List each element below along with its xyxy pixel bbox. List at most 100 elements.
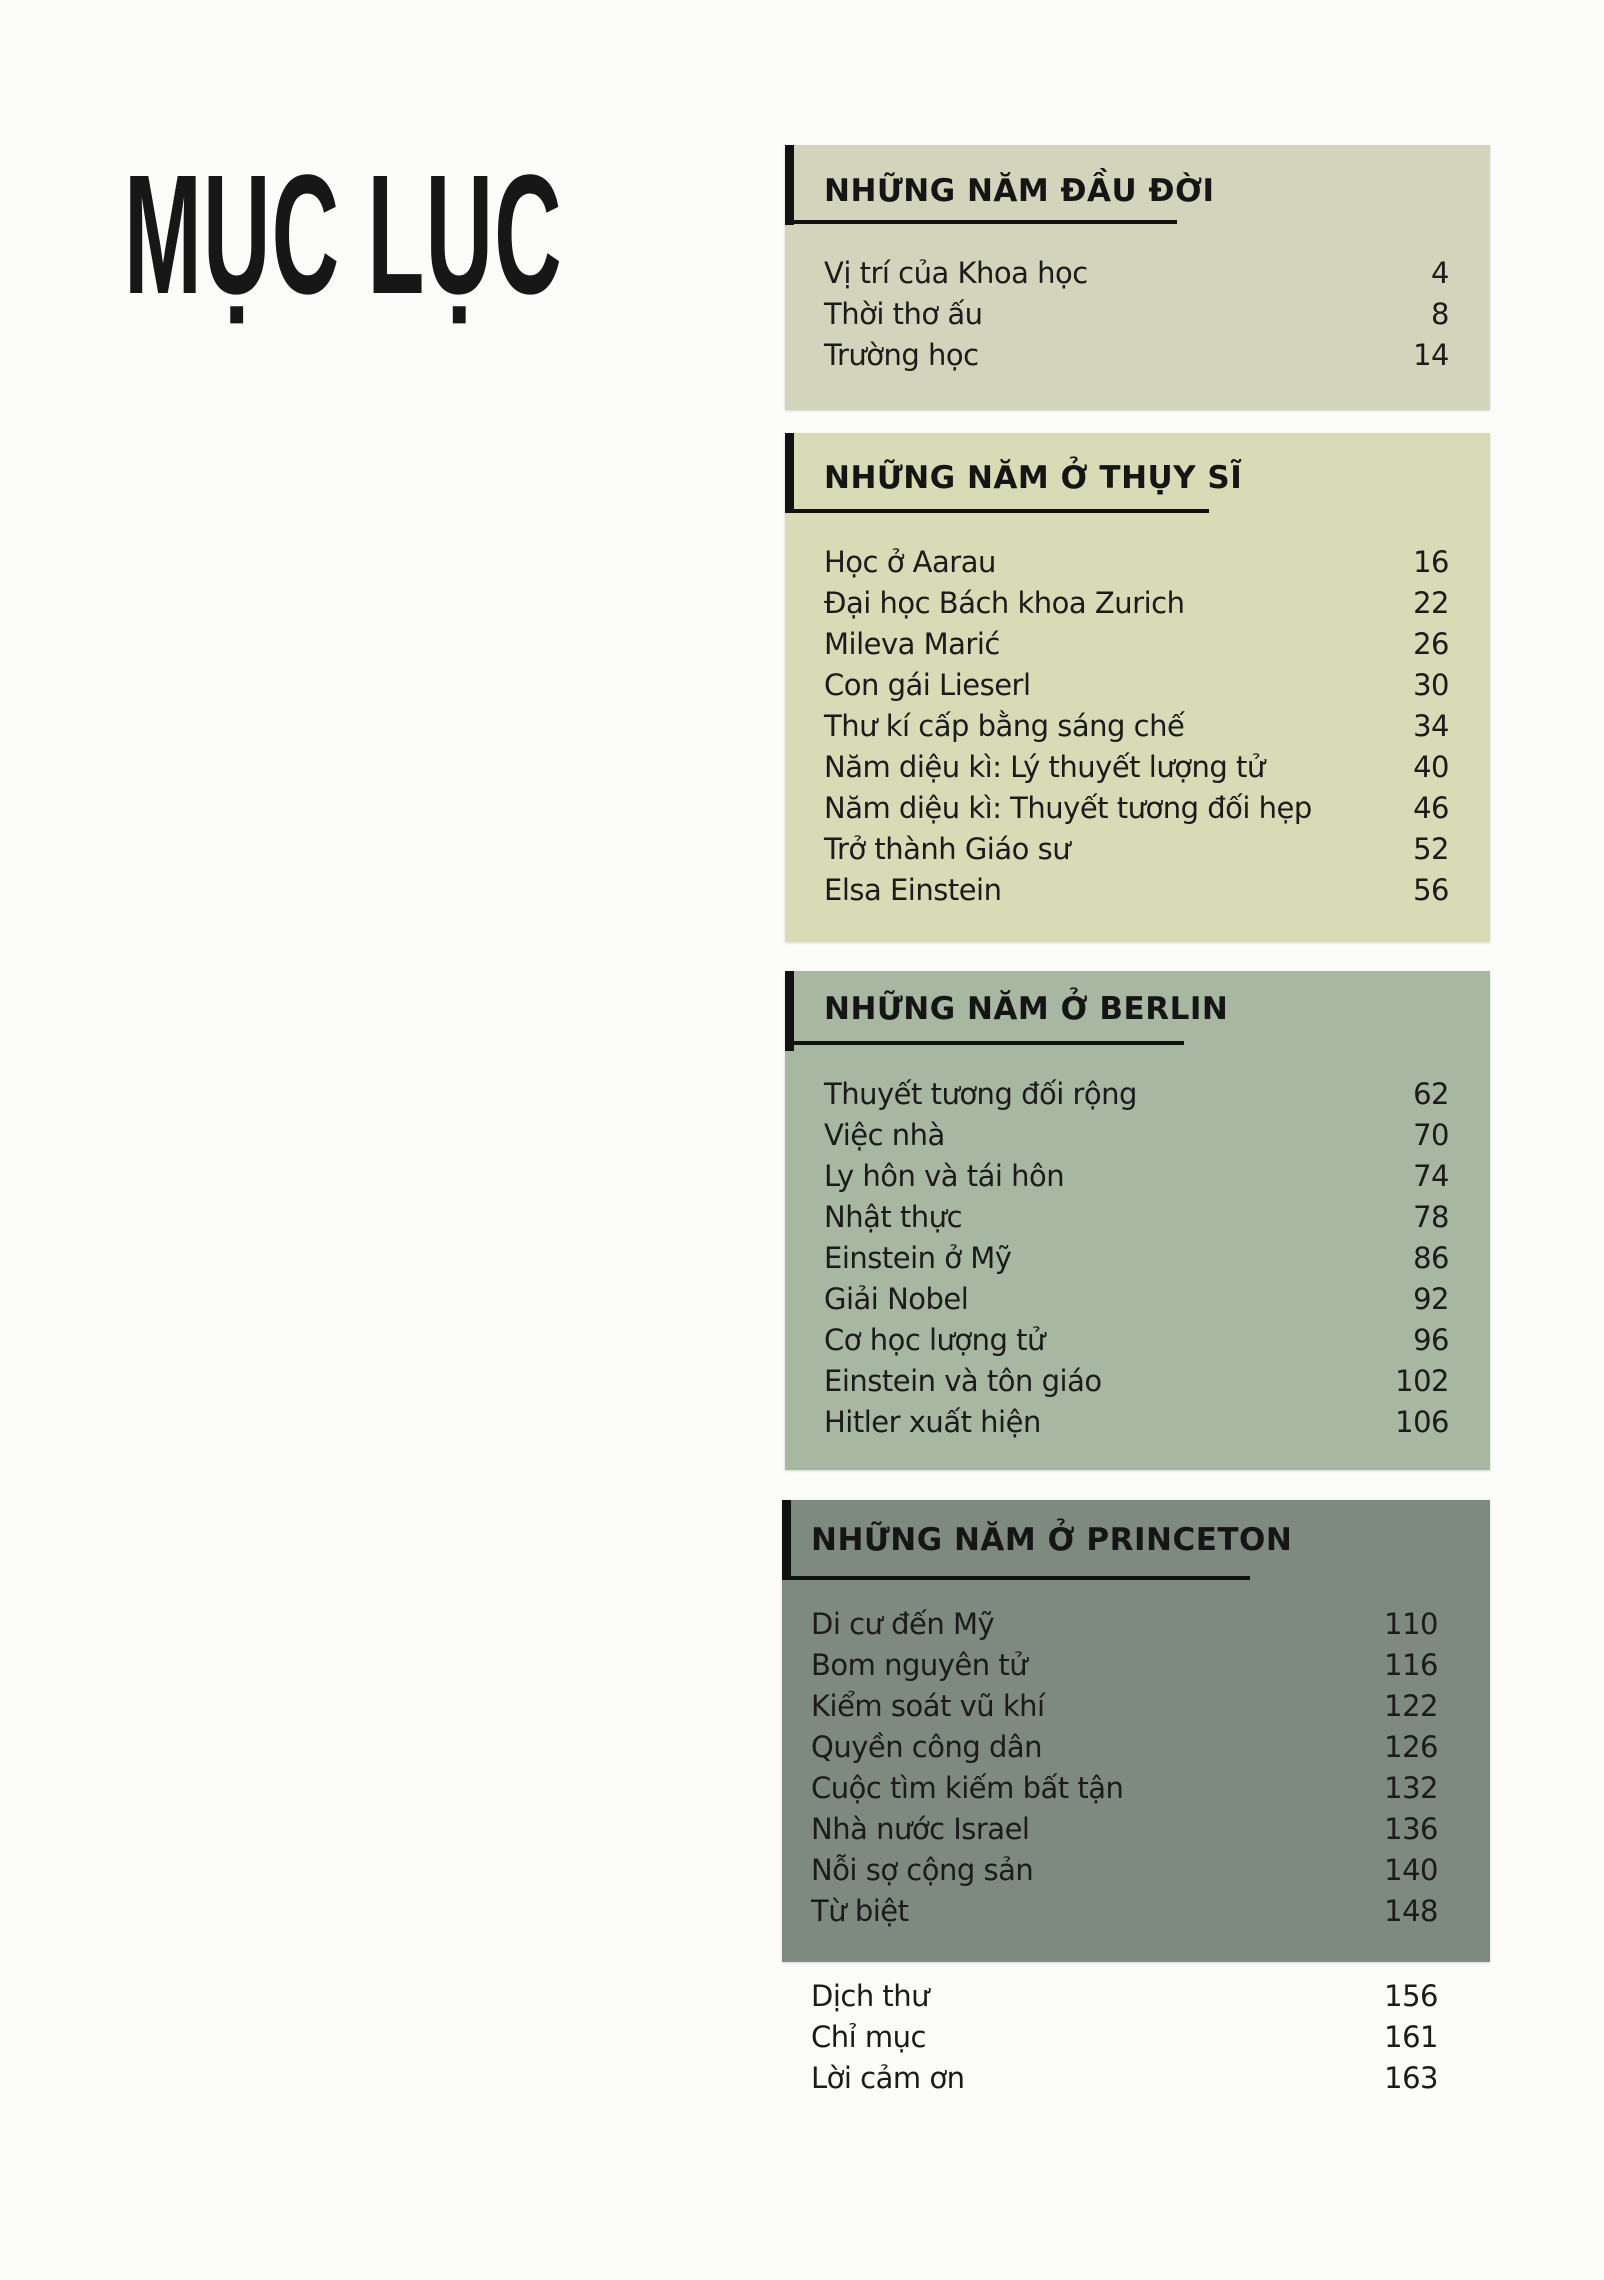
entry-title: Năm diệu kì: Thuyết tương đối hẹp [824,791,1312,825]
entry-page-number: 126 [1384,1730,1438,1764]
section-early-years: NHỮNG NĂM ĐẦU ĐỜI Vị trí của Khoa học 4 Th… [785,145,1490,410]
entry-title: Ly hôn và tái hôn [824,1159,1065,1193]
toc-entry[interactable]: Hitler xuất hiện 106 [824,1402,1449,1443]
toc-entry[interactable]: Einstein và tôn giáo 102 [824,1361,1449,1402]
toc-entry[interactable]: Dịch thư 156 [811,1976,1438,2017]
toc-entry[interactable]: Ly hôn và tái hôn 74 [824,1156,1449,1197]
entry-page-number: 110 [1384,1607,1438,1641]
section-items: Thuyết tương đối rộng 62 Việc nhà 70 Ly hôn … [824,1074,1449,1443]
section-berlin: NHỮNG NĂM Ở BERLIN Thuyết tương đối rộng… [785,971,1490,1470]
entry-title: Học ở Aarau [824,545,996,579]
toc-entry[interactable]: Elsa Einstein 56 [824,870,1449,911]
section-bar [785,433,794,513]
section-heading: NHỮNG NĂM Ở BERLIN [824,991,1229,1027]
toc-entry[interactable]: Thuyết tương đối rộng 62 [824,1074,1449,1115]
entry-title: Quyền công dân [811,1730,1043,1764]
entry-title: Thời thơ ấu [824,297,983,331]
toc-entry[interactable]: Trở thành Giáo sư 52 [824,829,1449,870]
section-bar [785,971,794,1051]
entry-page-number: 163 [1384,2061,1438,2095]
entry-title: Cuộc tìm kiếm bất tận [811,1771,1124,1805]
toc-entry[interactable]: Giải Nobel 92 [824,1279,1449,1320]
heading-rule [785,1041,1184,1045]
heading-rule [785,220,1177,224]
entry-page-number: 8 [1431,297,1449,331]
entry-page-number: 122 [1384,1689,1438,1723]
entry-title: Lời cảm ơn [811,2061,965,2095]
entry-page-number: 86 [1413,1241,1449,1275]
toc-entry[interactable]: Việc nhà 70 [824,1115,1449,1156]
heading-rule [785,509,1209,513]
section-princeton: NHỮNG NĂM Ở PRINCETON Di cư đến Mỹ 110 Bom… [782,1500,1490,1962]
back-matter-list: Dịch thư 156 Chỉ mục 161 Lời cảm ơn 163 [811,1976,1438,2099]
section-heading: NHỮNG NĂM ĐẦU ĐỜI [824,173,1215,209]
toc-entry[interactable]: Nỗi sợ cộng sản 140 [811,1850,1438,1891]
entry-page-number: 116 [1384,1648,1438,1682]
toc-entry[interactable]: Bom nguyên tử 116 [811,1645,1438,1686]
toc-entry[interactable]: Thư kí cấp bằng sáng chế 34 [824,706,1449,747]
entry-title: Cơ học lượng tử [824,1323,1045,1357]
toc-entry[interactable]: Cơ học lượng tử 96 [824,1320,1449,1361]
toc-entry[interactable]: Con gái Lieserl 30 [824,665,1449,706]
entry-title: Con gái Lieserl [824,668,1031,702]
toc-entry[interactable]: Vị trí của Khoa học 4 [824,253,1449,294]
entry-page-number: 22 [1413,586,1449,620]
toc-entry[interactable]: Học ở Aarau 16 [824,542,1449,583]
section-items: Di cư đến Mỹ 110 Bom nguyên tử 116 Kiểm soát… [811,1604,1438,1932]
entry-title: Dịch thư [811,1979,930,2013]
entry-page-number: 96 [1413,1323,1449,1357]
toc-entry[interactable]: Cuộc tìm kiếm bất tận 132 [811,1768,1438,1809]
entry-page-number: 62 [1413,1077,1449,1111]
entry-page-number: 30 [1413,668,1449,702]
entry-page-number: 52 [1413,832,1449,866]
entry-page-number: 74 [1413,1159,1449,1193]
entry-title: Thư kí cấp bằng sáng chế [824,709,1185,743]
entry-title: Chỉ mục [811,2020,926,2054]
entry-page-number: 132 [1384,1771,1438,1805]
toc-entry[interactable]: Nhật thực 78 [824,1197,1449,1238]
entry-page-number: 140 [1384,1853,1438,1887]
section-heading: NHỮNG NĂM Ở PRINCETON [811,1522,1293,1558]
entry-page-number: 16 [1413,545,1449,579]
toc-entry[interactable]: Kiểm soát vũ khí 122 [811,1686,1438,1727]
entry-page-number: 106 [1395,1405,1449,1439]
entry-page-number: 136 [1384,1812,1438,1846]
toc-entry[interactable]: Mileva Marić 26 [824,624,1449,665]
toc-entry[interactable]: Chỉ mục 161 [811,2017,1438,2058]
entry-page-number: 26 [1413,627,1449,661]
entry-title: Việc nhà [824,1118,945,1152]
toc-entry[interactable]: Trường học 14 [824,335,1449,376]
entry-title: Trường học [824,338,979,372]
section-heading: NHỮNG NĂM Ở THỤY SĨ [824,460,1243,496]
entry-page-number: 156 [1384,1979,1438,2013]
section-bar [785,145,794,225]
entry-page-number: 102 [1395,1364,1449,1398]
page-title: MỤC LỤC [124,140,563,330]
toc-entry[interactable]: Einstein ở Mỹ 86 [824,1238,1449,1279]
toc-entry[interactable]: Lời cảm ơn 163 [811,2058,1438,2099]
toc-entry[interactable]: Từ biệt 148 [811,1891,1438,1932]
toc-entry[interactable]: Năm diệu kì: Thuyết tương đối hẹp 46 [824,788,1449,829]
entry-page-number: 34 [1413,709,1449,743]
entry-title: Einstein ở Mỹ [824,1241,1012,1275]
heading-rule [782,1576,1250,1580]
entry-page-number: 4 [1431,256,1449,290]
entry-page-number: 148 [1384,1894,1438,1928]
entry-title: Năm diệu kì: Lý thuyết lượng tử [824,750,1265,784]
toc-entry[interactable]: Năm diệu kì: Lý thuyết lượng tử 40 [824,747,1449,788]
entry-title: Nhà nước Israel [811,1812,1030,1846]
entry-page-number: 40 [1413,750,1449,784]
toc-entry[interactable]: Nhà nước Israel 136 [811,1809,1438,1850]
toc-entry[interactable]: Đại học Bách khoa Zurich 22 [824,583,1449,624]
toc-entry[interactable]: Thời thơ ấu 8 [824,294,1449,335]
section-switzerland: NHỮNG NĂM Ở THỤY SĨ Học ở Aarau 16 Đại học… [785,433,1490,942]
entry-title: Mileva Marić [824,627,1000,661]
toc-entry[interactable]: Di cư đến Mỹ 110 [811,1604,1438,1645]
entry-title: Vị trí của Khoa học [824,256,1088,290]
entry-title: Từ biệt [811,1894,909,1928]
entry-title: Kiểm soát vũ khí [811,1689,1045,1723]
entry-title: Di cư đến Mỹ [811,1607,995,1641]
entry-title: Giải Nobel [824,1282,969,1316]
toc-entry[interactable]: Quyền công dân 126 [811,1727,1438,1768]
entry-title: Einstein và tôn giáo [824,1364,1102,1398]
